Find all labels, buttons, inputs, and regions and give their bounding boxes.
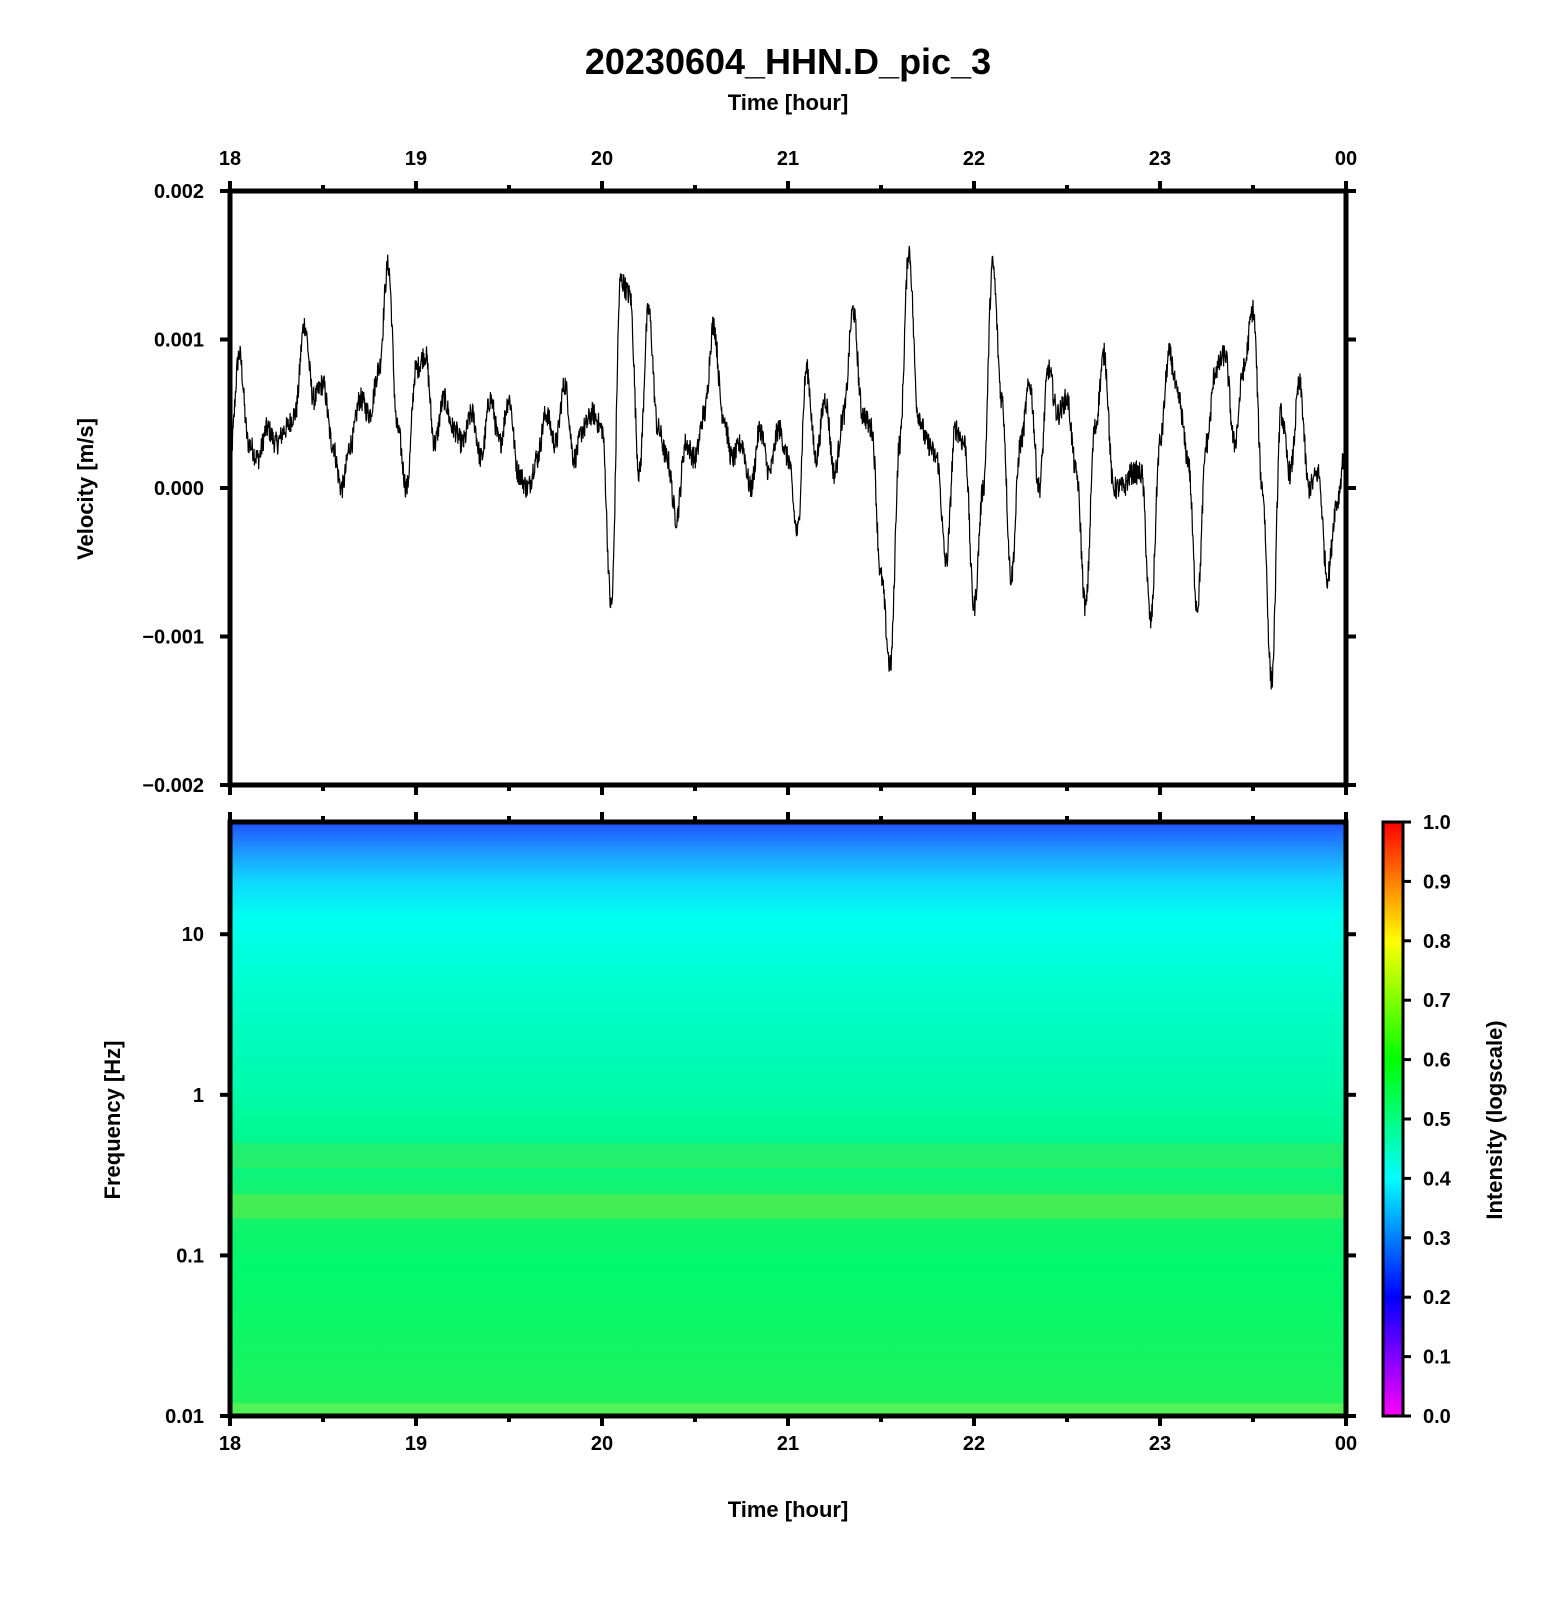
colorbar-tick-label: 0.6 — [1423, 1050, 1451, 1072]
velocity-plot: 18 19 20 21 22 23 00 0.002 0.001 0.000 −0.001 −0.00… — [142, 148, 1357, 797]
bottom-x-tick-label: 22 — [963, 1433, 985, 1455]
spectrogram-plot: 18 19 20 21 22 23 00 10 1 0.1 0.01 — [165, 812, 1357, 1455]
top-x-tick-label: 21 — [777, 148, 799, 170]
colorbar-tick-label: 1.0 — [1423, 812, 1451, 834]
colorbar-tick-label: 0.8 — [1423, 931, 1451, 953]
bottom-x-tick-label: 20 — [591, 1433, 613, 1455]
colorbar-tick-label: 0.2 — [1423, 1287, 1451, 1309]
colorbar-tick-label: 0.3 — [1423, 1228, 1451, 1250]
colorbar-tick-label: 0.5 — [1423, 1109, 1451, 1131]
bottom-x-axis-label: Time [hour] — [728, 1497, 849, 1522]
spectrogram-band-0-4hz — [230, 1143, 1346, 1169]
colorbar-tick-label: 0.4 — [1423, 1168, 1452, 1190]
bottom-x-tick-label: 19 — [405, 1433, 427, 1455]
spectrogram-band-low — [230, 1403, 1346, 1415]
bottom-x-tick-label: 00 — [1335, 1433, 1357, 1455]
chart-title: 20230604_HHN.D_pic_3 — [585, 41, 991, 82]
velocity-y-axis-label: Velocity [m/s] — [73, 418, 98, 560]
velocity-y-tick-label: −0.002 — [142, 775, 204, 797]
velocity-y-tick-label: 0.000 — [154, 478, 204, 500]
colorbar: 1.0 0.9 0.8 0.7 0.6 0.5 0.4 0.3 0.2 0.1 0.0 — [1381, 812, 1452, 1428]
frequency-y-tick-label: 0.01 — [165, 1406, 204, 1428]
top-x-tick-label: 00 — [1335, 148, 1357, 170]
frequency-y-tick-label: 1 — [193, 1085, 204, 1107]
velocity-series-line — [230, 245, 1346, 690]
colorbar-tick-label: 0.9 — [1423, 871, 1451, 893]
frequency-y-axis-label: Frequency [Hz] — [100, 1041, 125, 1200]
top-x-tick-label: 22 — [963, 148, 985, 170]
spectrogram-frame — [227, 819, 1349, 1419]
bottom-x-tick-label: 23 — [1149, 1433, 1171, 1455]
colorbar-tick-label: 0.0 — [1423, 1406, 1451, 1428]
spectrogram-fill — [230, 822, 1346, 1416]
colorbar-tick-label: 0.7 — [1423, 990, 1451, 1012]
top-x-tick-label: 23 — [1149, 148, 1171, 170]
velocity-y-tick-label: −0.001 — [142, 627, 204, 649]
top-x-axis-label: Time [hour] — [728, 90, 849, 115]
colorbar-tick-label: 0.1 — [1423, 1347, 1451, 1369]
colorbar-gradient — [1381, 820, 1405, 1418]
velocity-plot-frame — [227, 188, 1349, 788]
velocity-y-tick-label: 0.001 — [154, 330, 204, 352]
top-x-tick-label: 19 — [405, 148, 427, 170]
frequency-y-tick-label: 10 — [182, 924, 204, 946]
top-x-tick-label: 18 — [219, 148, 241, 170]
spectrogram-band-0-2hz — [230, 1194, 1346, 1219]
bottom-x-tick-label: 18 — [219, 1433, 241, 1455]
velocity-y-tick-label: 0.002 — [154, 181, 204, 203]
bottom-x-tick-label: 21 — [777, 1433, 799, 1455]
frequency-y-tick-label: 0.1 — [176, 1245, 204, 1267]
top-x-tick-label: 20 — [591, 148, 613, 170]
colorbar-label: Intensity (logscale) — [1482, 1020, 1507, 1219]
